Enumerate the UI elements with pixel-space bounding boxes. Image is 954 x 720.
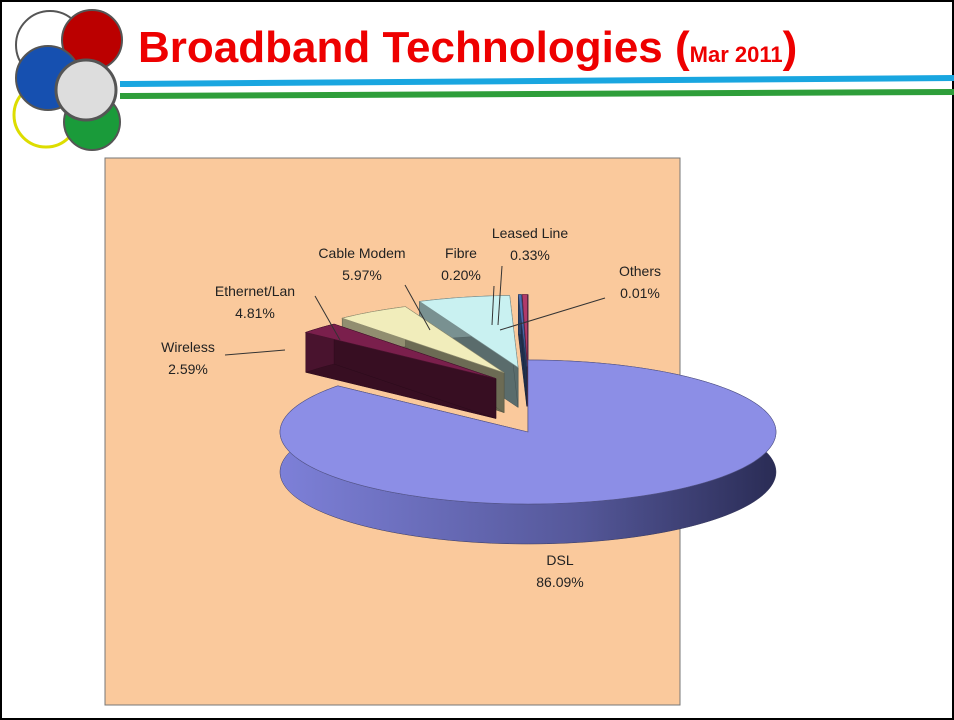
- slice-name: Wireless: [161, 339, 215, 355]
- title-text: Broadband Technologies (: [138, 23, 690, 72]
- slice-value: 4.81%: [235, 305, 275, 321]
- slice-name: Cable Modem: [318, 245, 405, 261]
- leader-line: [314, 295, 341, 341]
- title-rule-green: [119, 89, 954, 99]
- slice-top: [341, 306, 505, 373]
- slice-value: 0.33%: [510, 247, 550, 263]
- slice-name: Ethernet/Lan: [215, 283, 295, 299]
- leader-line: [491, 285, 495, 326]
- slice-value: 0.20%: [441, 267, 481, 283]
- slice-name: Others: [619, 263, 661, 279]
- leader-line: [404, 284, 431, 331]
- title-rule-blue: [119, 75, 954, 87]
- slice-top: [418, 295, 519, 369]
- slice-top: [304, 323, 497, 379]
- slice-name: Leased Line: [492, 225, 569, 241]
- slide-title: Broadband Technologies (Mar 2011): [138, 23, 797, 72]
- slice-top: [518, 294, 528, 367]
- slice-value: 0.01%: [620, 285, 660, 301]
- leader-line: [499, 297, 606, 331]
- slice-top: [521, 294, 528, 367]
- pie: [279, 294, 777, 545]
- slice-name: DSL: [546, 552, 573, 568]
- title-date: Mar 2011: [690, 42, 783, 67]
- slice-value: 2.59%: [168, 361, 208, 377]
- slice-name: Fibre: [445, 245, 477, 261]
- logo: [12, 9, 123, 151]
- leader-line: [224, 349, 286, 356]
- title-close: ): [783, 23, 798, 72]
- slice-value: 5.97%: [342, 267, 382, 283]
- labels: DSL 86.09% Wireless 2.59% Ethernet/Lan 4.81% C…: [161, 225, 661, 590]
- leader-line: [497, 265, 503, 326]
- slice-value: 86.09%: [536, 574, 583, 590]
- slice-top: [279, 359, 777, 505]
